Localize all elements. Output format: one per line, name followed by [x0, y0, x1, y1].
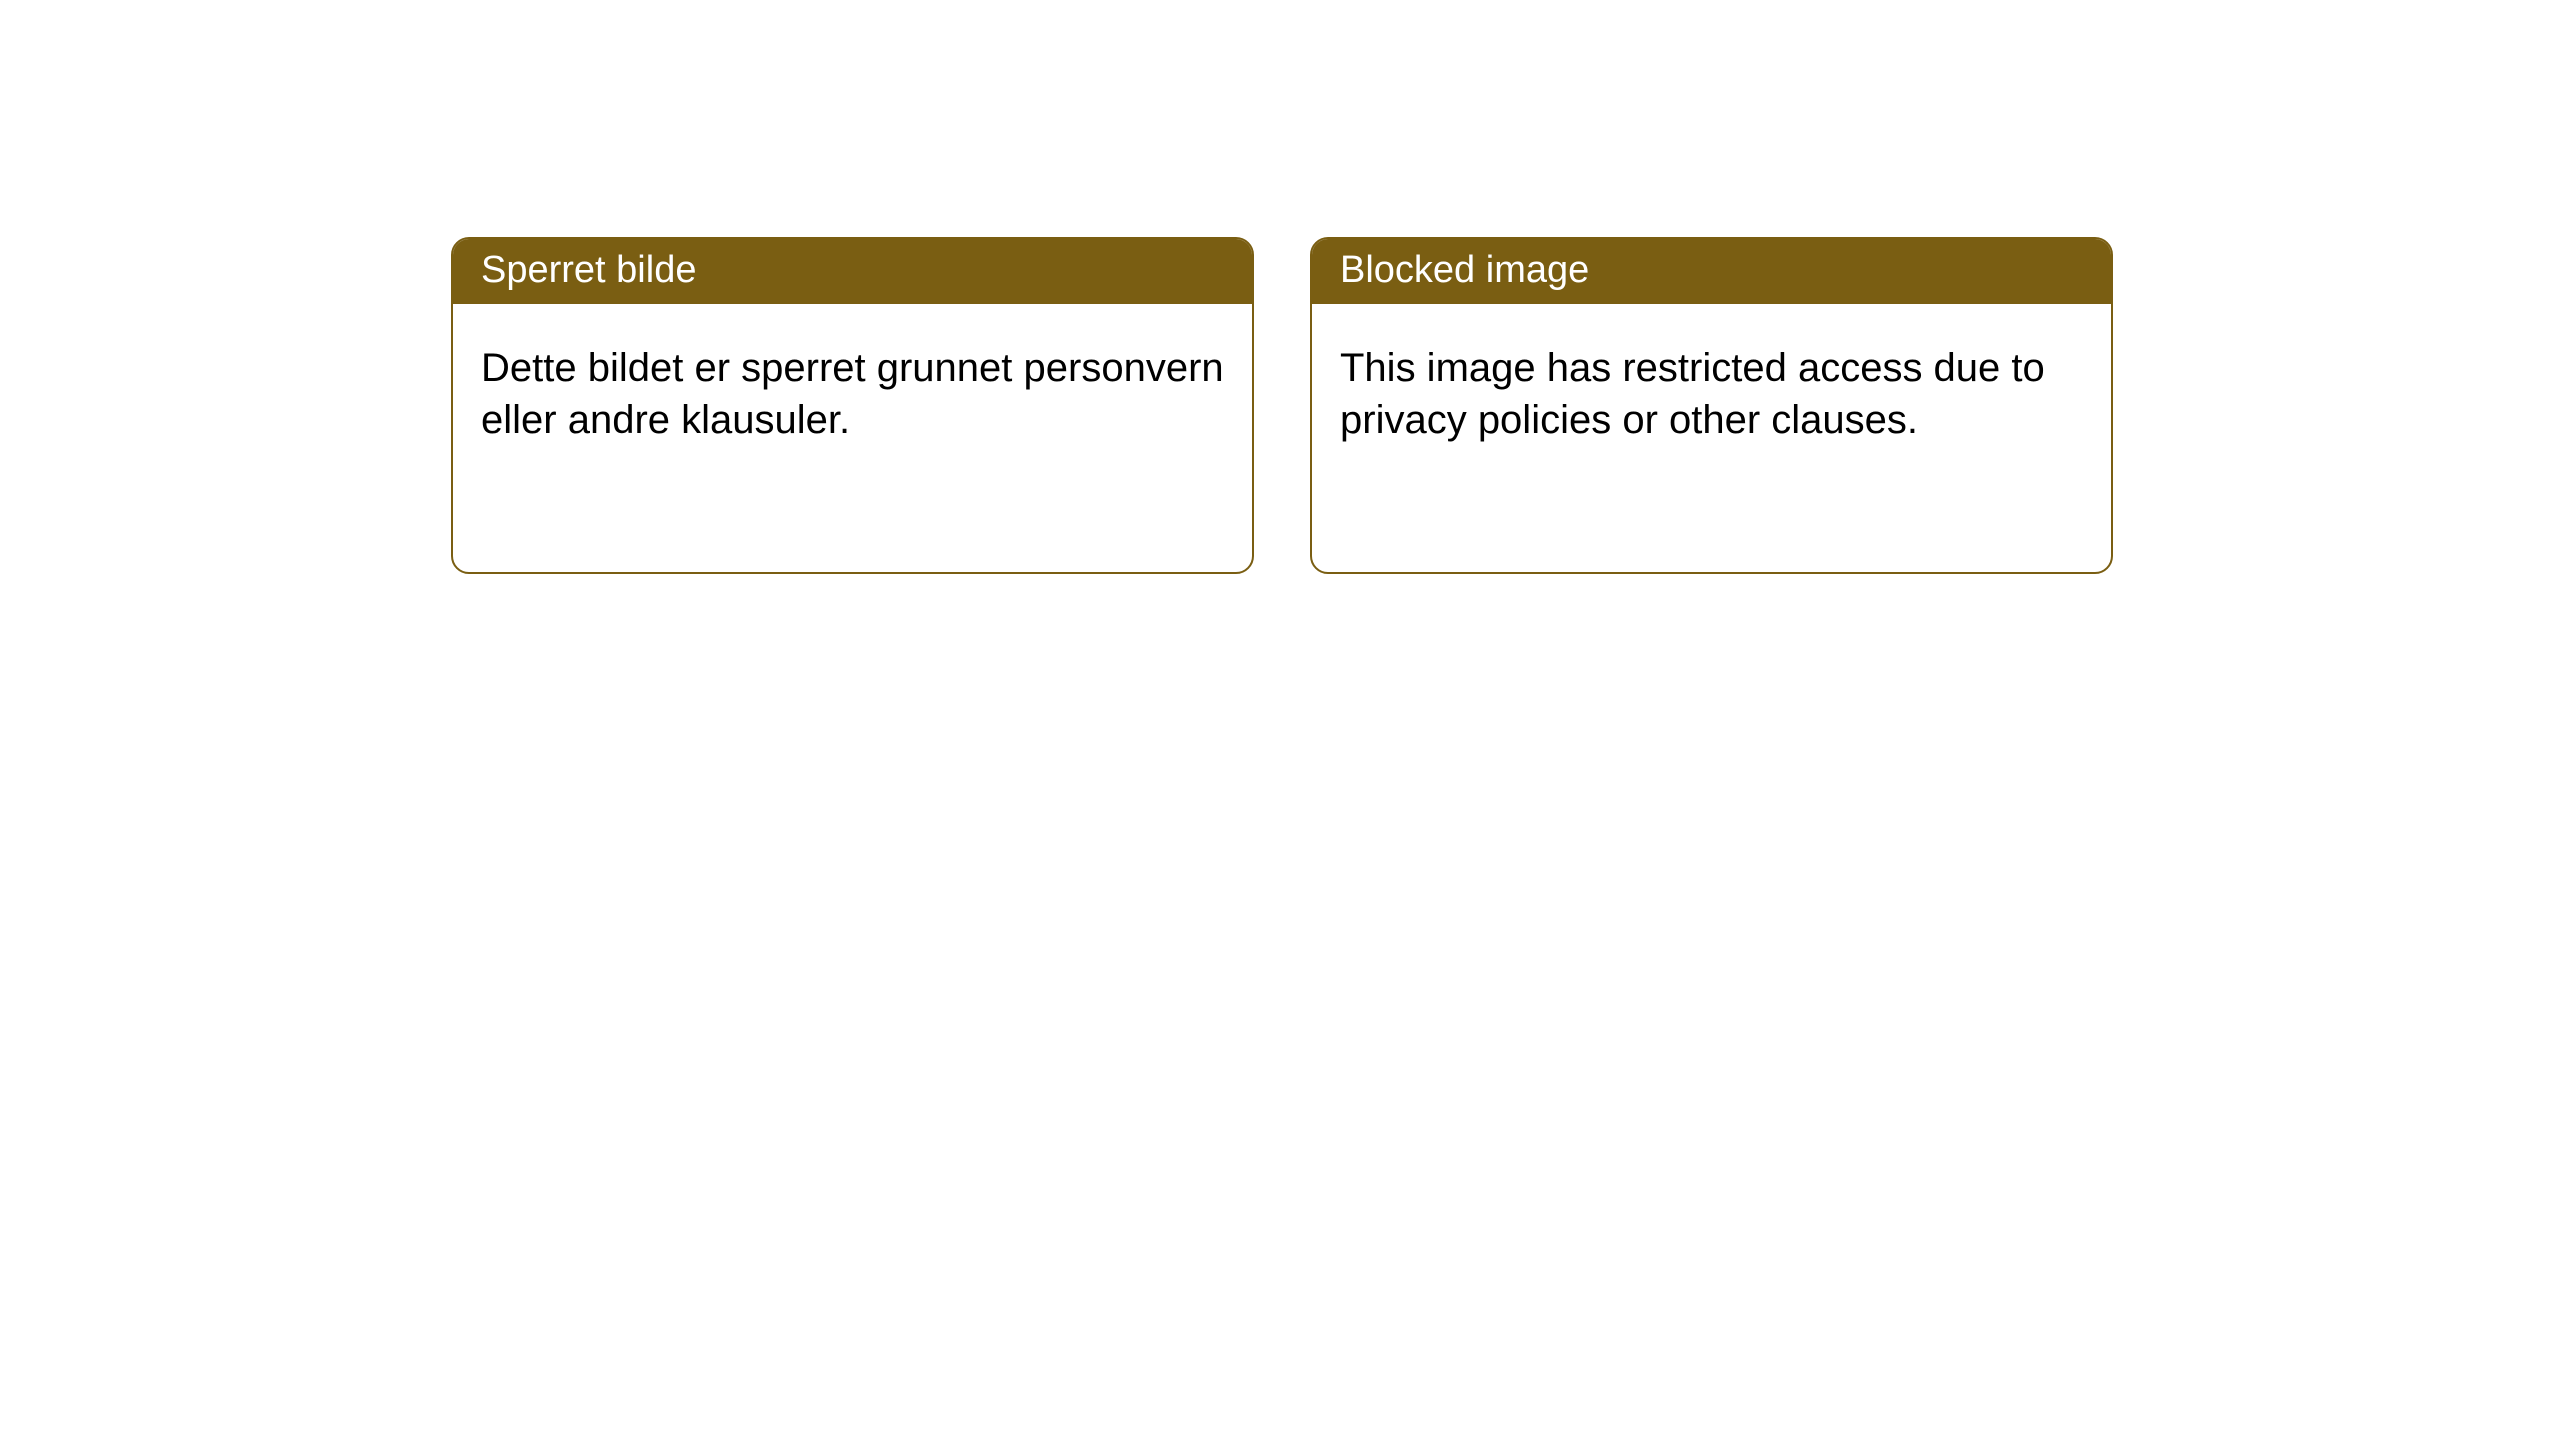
notice-card-norwegian: Sperret bilde Dette bildet er sperret gr… — [451, 237, 1254, 574]
card-header: Blocked image — [1312, 239, 2111, 304]
card-title: Sperret bilde — [481, 249, 696, 291]
card-body-text: Dette bildet er sperret grunnet personve… — [481, 346, 1224, 442]
card-body-text: This image has restricted access due to … — [1340, 346, 2045, 442]
card-body: This image has restricted access due to … — [1312, 304, 2111, 484]
notice-card-english: Blocked image This image has restricted … — [1310, 237, 2113, 574]
card-header: Sperret bilde — [453, 239, 1252, 304]
cards-container: Sperret bilde Dette bildet er sperret gr… — [451, 237, 2113, 574]
card-body: Dette bildet er sperret grunnet personve… — [453, 304, 1252, 484]
card-title: Blocked image — [1340, 249, 1589, 291]
